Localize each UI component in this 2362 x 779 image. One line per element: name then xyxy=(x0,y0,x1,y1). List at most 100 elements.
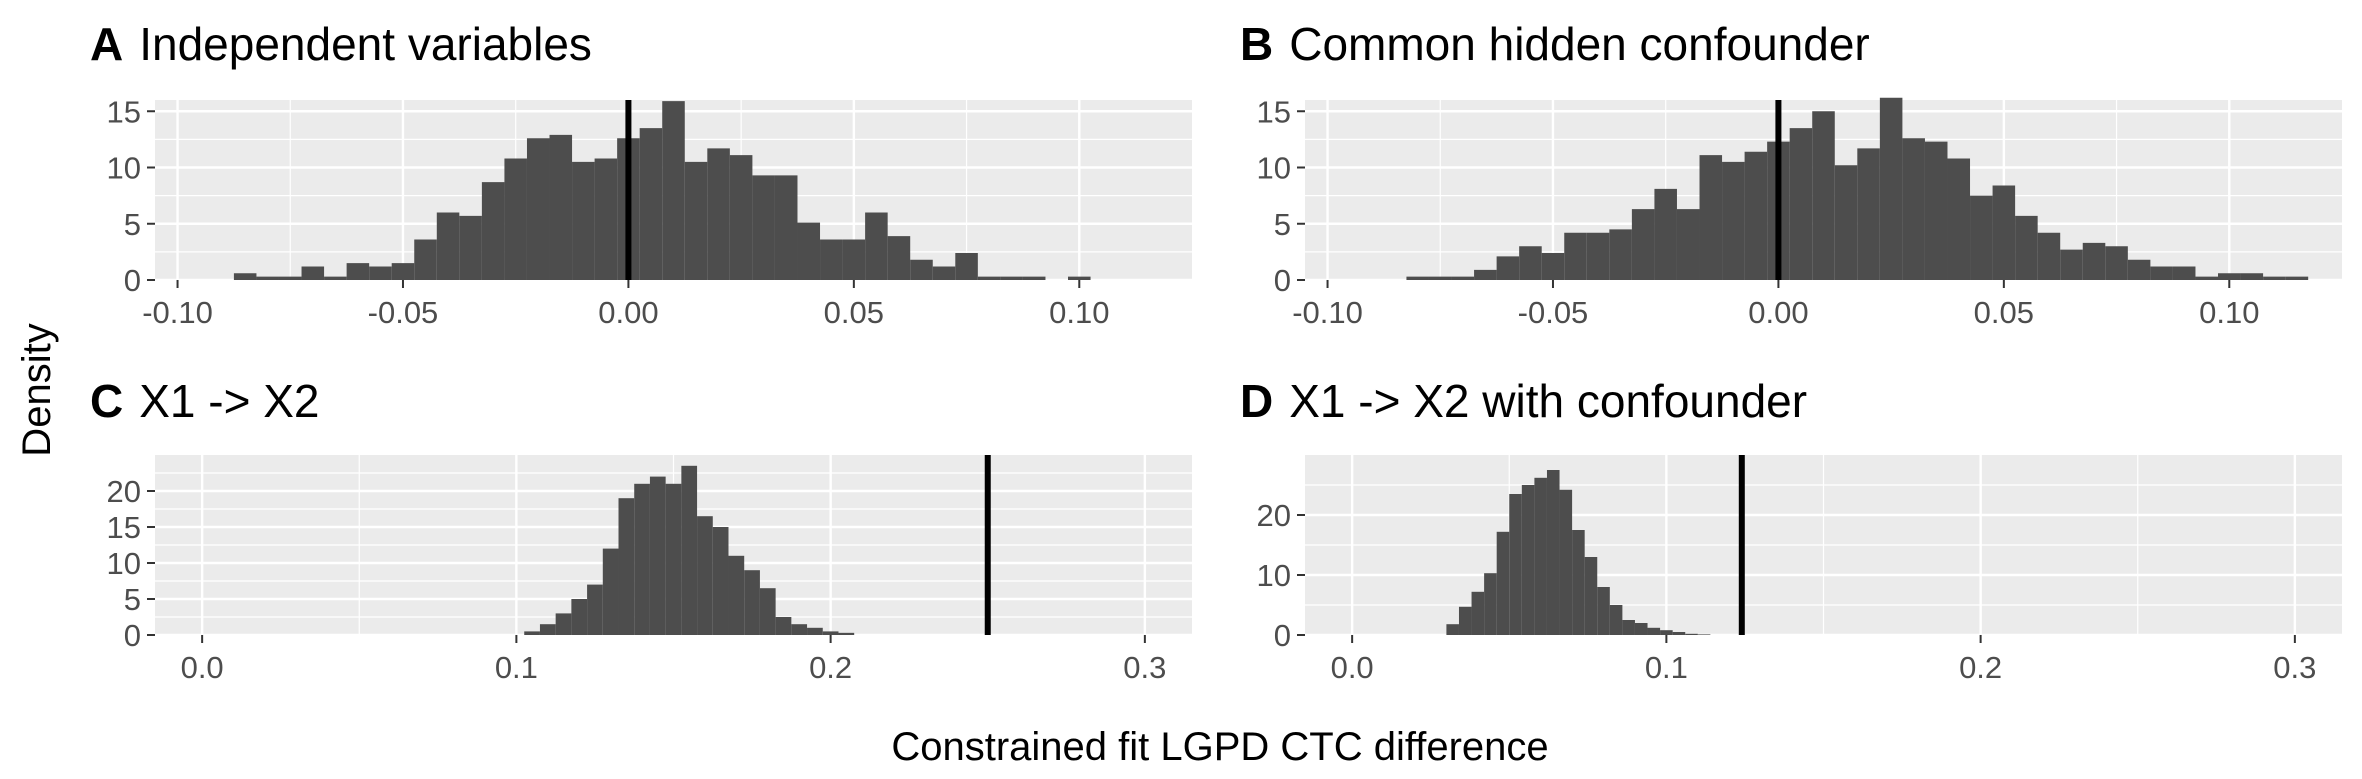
panel-d-histogram-bar xyxy=(1597,587,1610,635)
panel-c-histogram-bar xyxy=(539,624,556,635)
panel-c-histogram-bar xyxy=(555,613,572,635)
panel-a-title-text: Independent variables xyxy=(139,18,592,70)
panel-a-y-tick-label: 10 xyxy=(107,151,141,186)
panel-b: B Common hidden confounder -0.10 -0.05 0.00 0… xyxy=(1240,18,2342,330)
panel-b-histogram-bar xyxy=(1947,158,1971,280)
panel-a-histogram-bar xyxy=(324,276,347,280)
panel-c-histogram-bar xyxy=(744,570,760,635)
panel-d: D X1 -> X2 with confounder 0.0 0.1 0.2 0.3 0 10… xyxy=(1240,375,2342,685)
panel-a-histogram-bar xyxy=(932,266,956,280)
panel-c-y-tick-label: 20 xyxy=(107,474,141,509)
panel-d-histogram-bar xyxy=(1509,494,1522,635)
panel-a-histogram-bar xyxy=(662,101,685,280)
panel-d-histogram-bar xyxy=(1484,573,1497,635)
panel-b-histogram-bar xyxy=(1879,97,1903,280)
panel-d-x-tick-label: 0.2 xyxy=(1959,650,2002,685)
panel-c-y-tick-label: 15 xyxy=(107,510,141,545)
panel-a-histogram-bar xyxy=(346,263,370,280)
panel-b-x-tick-label: -0.10 xyxy=(1292,295,1363,330)
panel-b-histogram-bar xyxy=(2195,276,2219,280)
panel-b-histogram-bar xyxy=(2127,259,2151,280)
panel-a-histogram-bar xyxy=(910,259,933,280)
panel-a-histogram-bar xyxy=(1000,276,1023,280)
panel-d-y-tick-label: 0 xyxy=(1274,618,1291,653)
panel-b-histogram-bar xyxy=(1722,161,1745,280)
panel-a-y-tick-label: 15 xyxy=(107,94,141,129)
panel-a-y-tick-label: 5 xyxy=(124,207,141,242)
panel-c-histogram-bar xyxy=(587,584,603,635)
panel-b-title: B Common hidden confounder xyxy=(1240,18,1870,70)
panel-b-letter: B xyxy=(1240,18,1273,70)
panel-c-y-tick-label: 0 xyxy=(124,618,141,653)
panel-b-histogram-bar xyxy=(2263,276,2286,280)
panel-a-histogram-bar xyxy=(481,182,505,280)
panel-c-histogram-bar xyxy=(759,588,776,635)
panel-b-histogram-bar xyxy=(1834,165,1858,280)
panel-b-histogram-bar xyxy=(1744,151,1768,280)
panel-c-x-tick-label: 0.1 xyxy=(495,650,538,685)
panel-c-histogram-bar xyxy=(822,631,839,635)
panel-b-histogram-bar xyxy=(2082,242,2106,280)
x-axis-title: Constrained fit LGPD CTC difference xyxy=(891,725,1548,769)
panel-d-x-tick-label: 0.3 xyxy=(2273,650,2316,685)
panel-b-histogram-bar xyxy=(1924,141,1948,280)
panel-b-histogram-bar xyxy=(1496,256,1520,280)
panel-a-histogram-bar xyxy=(1022,276,1046,280)
panel-d-histogram-bar xyxy=(1458,606,1472,635)
panel-d-x-tick-label: 0.1 xyxy=(1645,650,1688,685)
panel-a-histogram-bar xyxy=(729,155,753,280)
panel-a-histogram-bar xyxy=(369,266,392,280)
panel-b-histogram-bar xyxy=(1519,246,1542,280)
panel-a-histogram-bar xyxy=(820,239,843,280)
panel-b-histogram-bar xyxy=(2150,266,2173,280)
panel-d-title-text: X1 -> X2 with confounder xyxy=(1289,375,1807,427)
panel-c-histogram-bar xyxy=(649,476,666,635)
panel-c-histogram-bar xyxy=(728,555,745,635)
panel-d-histogram-bar xyxy=(1634,623,1648,635)
panel-a-histogram-bar xyxy=(639,128,663,280)
panel-a-histogram-bar xyxy=(301,266,325,280)
panel-b-histogram-bar xyxy=(2060,249,2083,280)
panel-c-histogram-bar xyxy=(838,632,855,635)
panel-b-histogram-bar xyxy=(1541,253,1565,280)
panel-c-histogram-bar xyxy=(524,631,540,635)
panel-c-histogram-bar xyxy=(791,624,808,635)
panel-a-histogram-bar xyxy=(1068,276,1091,280)
panel-c-histogram-bar xyxy=(681,465,698,635)
panel-a-histogram-bar xyxy=(572,161,595,280)
panel-d-histogram-bar xyxy=(1496,531,1510,635)
panel-a-histogram-bar xyxy=(977,276,1001,280)
panel-c-title: C X1 -> X2 xyxy=(90,375,320,427)
panel-b-histogram-bar xyxy=(1992,185,2016,280)
panel-b-x-tick-label: 0.00 xyxy=(1748,295,1808,330)
panel-a-y-tick-label: 0 xyxy=(124,263,141,298)
panel-b-histogram-bar xyxy=(2240,273,2264,280)
panel-c-histogram-bar xyxy=(807,627,823,635)
panel-d-title: D X1 -> X2 with confounder xyxy=(1240,375,1807,427)
panel-b-x-tick-label: 0.10 xyxy=(2199,295,2259,330)
panel-a-histogram-bar xyxy=(865,212,888,280)
panel-a-histogram-bar xyxy=(526,138,550,280)
panel-a-histogram-bar xyxy=(256,276,279,280)
panel-a-histogram-bar xyxy=(707,148,730,280)
panel-a-histogram-bar xyxy=(436,212,460,280)
panel-a-histogram-bar xyxy=(278,276,302,280)
panel-b-histogram-bar xyxy=(1902,138,1925,280)
panel-a-histogram-bar xyxy=(459,215,482,280)
panel-b-histogram-bar xyxy=(1428,276,1452,280)
panel-c-y-tick-label: 10 xyxy=(107,546,141,581)
panel-b-histogram-bar xyxy=(1970,195,1993,280)
panel-d-histogram-bar xyxy=(1521,485,1535,635)
panel-a-x-tick-label: 0.10 xyxy=(1049,295,1109,330)
panel-d-histogram-bar xyxy=(1471,591,1485,635)
panel-b-histogram-bar xyxy=(2015,215,2038,280)
panel-a-histogram-bar xyxy=(955,253,978,280)
panel-d-histogram-bar xyxy=(1660,630,1673,635)
panel-a-histogram-bar xyxy=(504,158,527,280)
panel-b-histogram-bar xyxy=(1586,232,1610,280)
panel-d-histogram-bar xyxy=(1647,627,1661,635)
panel-d-histogram-bar xyxy=(1697,634,1711,635)
panel-a-histogram-bar xyxy=(594,158,618,280)
